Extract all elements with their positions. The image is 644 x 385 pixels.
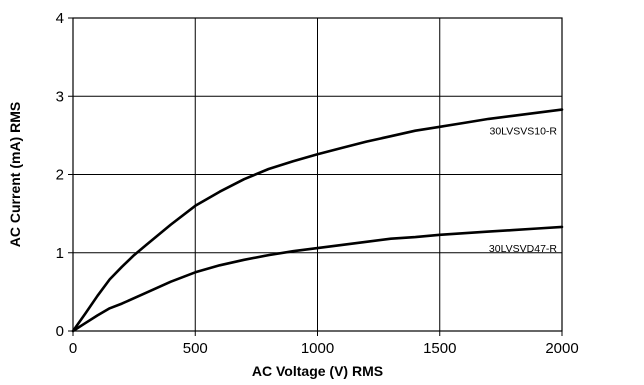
x-tick-label-3: 1500 xyxy=(423,340,456,357)
x-tick-label-4: 2000 xyxy=(545,340,578,357)
x-tick-label-0: 0 xyxy=(69,340,77,357)
y-tick-label-1: 1 xyxy=(56,245,64,262)
y-axis-title: AC Current (mA) RMS xyxy=(7,102,23,247)
y-tick-label-3: 3 xyxy=(56,88,64,105)
series-layer xyxy=(71,108,564,333)
y-tick-label-4: 4 xyxy=(56,10,64,27)
y-tick-label-2: 2 xyxy=(56,167,64,184)
grid-lines xyxy=(72,17,563,332)
series-line-30lvsvs10-r xyxy=(71,108,564,333)
series-line-30lvsvd47-r xyxy=(71,225,564,333)
axis-ticks: 0 500 1000 1500 2000 0 1 2 3 4 xyxy=(56,10,579,357)
series-label-30lvsvd47-r: 30LVSVD47-R xyxy=(489,243,558,255)
x-axis-title: AC Voltage (V) RMS xyxy=(252,363,383,379)
x-tick-label-2: 1000 xyxy=(301,340,334,357)
series-label-30lvsvs10-r: 30LVSVS10-R xyxy=(489,126,557,138)
y-tick-label-0: 0 xyxy=(56,323,64,340)
x-tick-label-1: 500 xyxy=(183,340,208,357)
